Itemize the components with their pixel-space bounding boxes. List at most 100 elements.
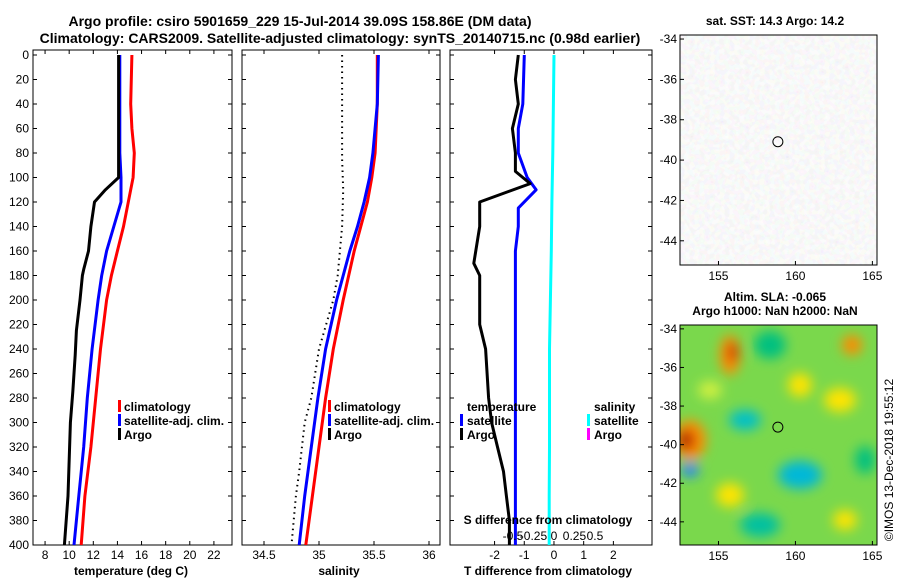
sla-map-subtitle: Argo h1000: NaN h2000: NaN [692,304,857,318]
salinity-x-label: salinity [318,564,360,578]
salinity-legend: climatology satellite-adj. clim. Argo [328,400,434,442]
x-tick-label: 35.5 [362,548,386,562]
sla-map-title: Altim. SLA: -0.065 [724,290,826,304]
series-line-satellite-adj-clim- [297,54,380,545]
figure-title-line2: Climatology: CARS2009. Satellite-adjuste… [40,30,641,46]
salinity-diff-tick-label: -0.25 [520,529,548,543]
legend-swatch-s-satellite [587,414,590,426]
x-tick-label: 35 [312,548,326,562]
lat-tick-label: -38 [660,113,678,127]
salinity-panel-frame [241,49,441,546]
lat-tick-label: -40 [660,153,678,167]
legend-swatch-climatology [328,400,331,412]
depth-tick-label: 40 [16,97,30,111]
legend-label-s-argo: Argo [594,428,622,442]
x-tick-label: 34.5 [252,548,276,562]
depth-tick-label: 200 [9,293,29,307]
lat-tick-label: -34 [660,32,678,46]
credit-text: ©IMOS 13-Dec-2018 19:55:12 [882,379,896,542]
depth-tick-label: 360 [9,489,29,503]
x-tick-label: 2 [610,548,617,562]
lat-tick-label: -34 [660,322,678,336]
legend-swatch-satellite [118,414,121,426]
legend-label-t-argo: Argo [467,428,495,442]
x-tick-label: -1 [519,548,530,562]
depth-tick-label: 120 [9,195,29,209]
sst-argo-position-marker [772,136,784,148]
legend-label-satellite: satellite-adj. clim. [124,414,224,428]
x-tick-label: 20 [183,548,197,562]
depth-tick-label: 60 [16,122,30,136]
x-tick-label: 8 [42,548,49,562]
lat-tick-label: -36 [660,360,678,374]
lon-tick-label: 155 [708,269,728,283]
legend-label-satellite: satellite-adj. clim. [334,414,434,428]
x-tick-label: 0 [551,548,558,562]
depth-tick-label: 340 [9,465,29,479]
legend-label-argo: Argo [124,428,152,442]
depth-tick-label: 380 [9,514,29,528]
legend-label-s-satellite: satellite [594,414,639,428]
legend-label-argo: Argo [334,428,362,442]
depth-tick-label: 320 [9,440,29,454]
lat-tick-label: -36 [660,72,678,86]
depth-tick-label: 220 [9,318,29,332]
difference-x-label: T difference from climatology [464,564,632,578]
legend-temperature-title: temperature [467,400,537,414]
temperature-legend: climatology satellite-adj. clim. Argo [118,400,224,442]
lon-tick-label: 155 [708,549,728,563]
lat-tick-label: -38 [660,399,678,413]
series-line-t-satellite [513,54,538,545]
temperature-x-label: temperature (deg C) [74,564,188,578]
difference-series [472,54,556,545]
lon-tick-label: 160 [785,269,805,283]
legend-swatch-t-satellite [460,414,463,426]
difference-panel-frame [449,49,653,546]
lat-tick-label: -40 [660,438,678,452]
temperature-series [62,54,136,545]
depth-tick-label: 20 [16,73,30,87]
depth-tick-label: 100 [9,171,29,185]
temperature-panel-frame [32,49,233,546]
series-line-climatology [304,55,379,545]
legend-label-climatology: climatology [334,400,401,414]
difference-x-axis: -2 -1 0 1 2 [489,50,617,562]
legend-swatch-s-argo [587,428,590,440]
depth-tick-label: 140 [9,220,29,234]
salinity-diff-axis: -0.5-0.25 0 0.25 0.5 [503,529,604,543]
x-tick-label: 16 [135,548,149,562]
depth-tick-label: 0 [22,48,29,62]
depth-tick-label: 240 [9,342,29,356]
x-tick-label: 1 [580,548,587,562]
sst-map-axes: -34 -36 -38 -40 -42 -44 155 160 165 [660,32,883,283]
lat-tick-label: -42 [660,476,678,490]
depth-tick-label: 280 [9,391,29,405]
salinity-diff-tick-label: 0.5 [587,529,604,543]
difference-legend: temperature satellite Argo salinity sate… [460,400,639,442]
sla-map-axes: -34 -36 -38 -40 -42 -44 155 160 165 [660,322,883,563]
depth-tick-label: 300 [9,416,29,430]
depth-tick-label: 260 [9,367,29,381]
sst-map-title: sat. SST: 14.3 Argo: 14.2 [706,14,845,28]
legend-salinity-title: salinity [594,400,636,414]
series-line-climatology [79,54,136,545]
sla-argo-position-marker [772,421,784,433]
legend-label-climatology: climatology [124,400,191,414]
depth-axis: 0 20 40 60 80 100 120 140 160 180 200 220 240 260 280 3… [9,48,652,552]
legend-swatch-argo [118,428,121,440]
x-tick-label: 22 [207,548,221,562]
lat-tick-label: -44 [660,234,678,248]
lon-tick-label: 160 [785,549,805,563]
figure-title-line1: Argo profile: csiro 5901659_229 15-Jul-2… [68,13,531,29]
sst-map-frame [679,34,878,266]
x-tick-label: 14 [111,548,125,562]
salinity-difference-label: S difference from climatology [464,513,633,527]
lat-tick-label: -44 [660,515,678,529]
salinity-diff-tick-label: 0.25 [563,529,587,543]
legend-swatch-argo [328,428,331,440]
x-tick-label: 10 [63,548,77,562]
x-tick-label: 18 [159,548,173,562]
salinity-diff-tick-label: -0.5 [503,529,524,543]
sla-map-image [680,325,877,545]
